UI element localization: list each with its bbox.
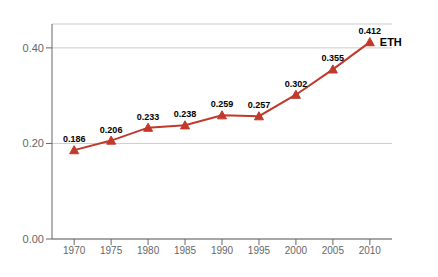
svg-text:1980: 1980: [137, 245, 160, 256]
svg-text:2010: 2010: [359, 245, 382, 256]
svg-text:1975: 1975: [100, 245, 123, 256]
svg-text:0.40: 0.40: [23, 42, 44, 54]
svg-text:ETH: ETH: [380, 36, 402, 48]
svg-text:0.302: 0.302: [285, 79, 308, 89]
svg-text:0.238: 0.238: [174, 109, 197, 119]
svg-text:0.355: 0.355: [322, 53, 345, 63]
svg-text:0.257: 0.257: [248, 100, 271, 110]
svg-text:0.186: 0.186: [63, 134, 86, 144]
svg-text:1985: 1985: [174, 245, 197, 256]
svg-text:0.259: 0.259: [211, 99, 234, 109]
svg-text:2005: 2005: [322, 245, 345, 256]
svg-text:0.412: 0.412: [359, 26, 382, 36]
svg-text:0.00: 0.00: [23, 233, 44, 245]
svg-text:0.20: 0.20: [23, 137, 44, 149]
svg-text:1995: 1995: [248, 245, 271, 256]
svg-text:2000: 2000: [285, 245, 308, 256]
svg-text:0.233: 0.233: [137, 112, 160, 122]
svg-text:0.206: 0.206: [100, 125, 123, 135]
svg-text:1970: 1970: [63, 245, 86, 256]
svg-text:1990: 1990: [211, 245, 234, 256]
